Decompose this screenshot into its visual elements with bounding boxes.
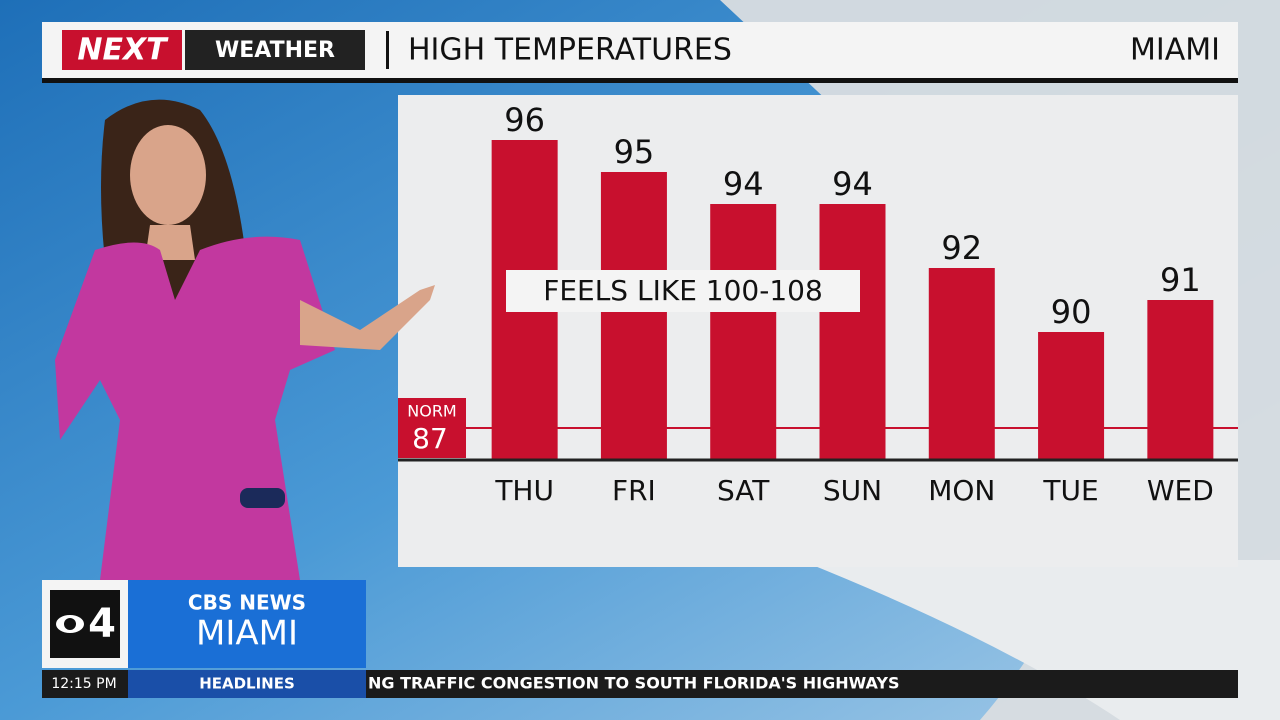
value-label: 90 <box>1051 293 1092 331</box>
network-box <box>128 580 366 668</box>
network: CBS NEWS <box>188 591 306 615</box>
norm-box <box>398 398 466 458</box>
bar <box>819 204 886 460</box>
section-box <box>128 670 366 698</box>
annotation-box <box>506 270 860 312</box>
bar <box>600 172 667 460</box>
bar <box>1147 300 1214 460</box>
bar <box>1038 332 1105 460</box>
bar <box>710 204 777 460</box>
x-tick-label: MON <box>928 474 995 507</box>
value-label: 95 <box>614 133 655 171</box>
cbs-eye-pupil <box>64 618 76 630</box>
divider <box>386 31 389 69</box>
value-label: 96 <box>504 101 545 139</box>
city: MIAMI <box>196 614 298 654</box>
location: MIAMI <box>1130 33 1220 68</box>
x-tick-label: FRI <box>612 474 656 507</box>
x-tick-label: SAT <box>717 474 770 507</box>
ticker-text: NG TRAFFIC CONGESTION TO SOUTH FLORIDA'S… <box>368 674 900 693</box>
brand-box <box>185 30 365 70</box>
logo: NEXT <box>77 33 169 68</box>
annotation: FEELS LIKE 100-108 <box>543 274 823 307</box>
time: 12:15 PM <box>51 676 116 692</box>
brand: WEATHER <box>215 38 335 63</box>
value-label: 91 <box>1160 261 1201 299</box>
x-tick-label: THU <box>494 474 554 507</box>
section: HEADLINES <box>199 675 295 693</box>
value-label: 94 <box>723 165 764 203</box>
value-label: 92 <box>941 229 982 267</box>
presenter <box>55 99 435 580</box>
value-label: 94 <box>832 165 873 203</box>
header-underline <box>42 78 1238 83</box>
channel: 4 <box>88 601 116 647</box>
logo-box <box>62 30 182 70</box>
norm-value: 87 <box>412 422 448 455</box>
norm-label: NORM <box>407 402 456 421</box>
title: HIGH TEMPERATURES <box>408 33 732 68</box>
bar <box>928 268 995 460</box>
x-tick-label: SUN <box>823 474 882 507</box>
x-tick-label: WED <box>1147 474 1214 507</box>
chart: 96 THU 95 FRI 94 SAT 94 SUN 92 MON 90 TUE 91 WED NORM8… <box>398 101 1238 507</box>
x-tick-label: TUE <box>1042 474 1098 507</box>
